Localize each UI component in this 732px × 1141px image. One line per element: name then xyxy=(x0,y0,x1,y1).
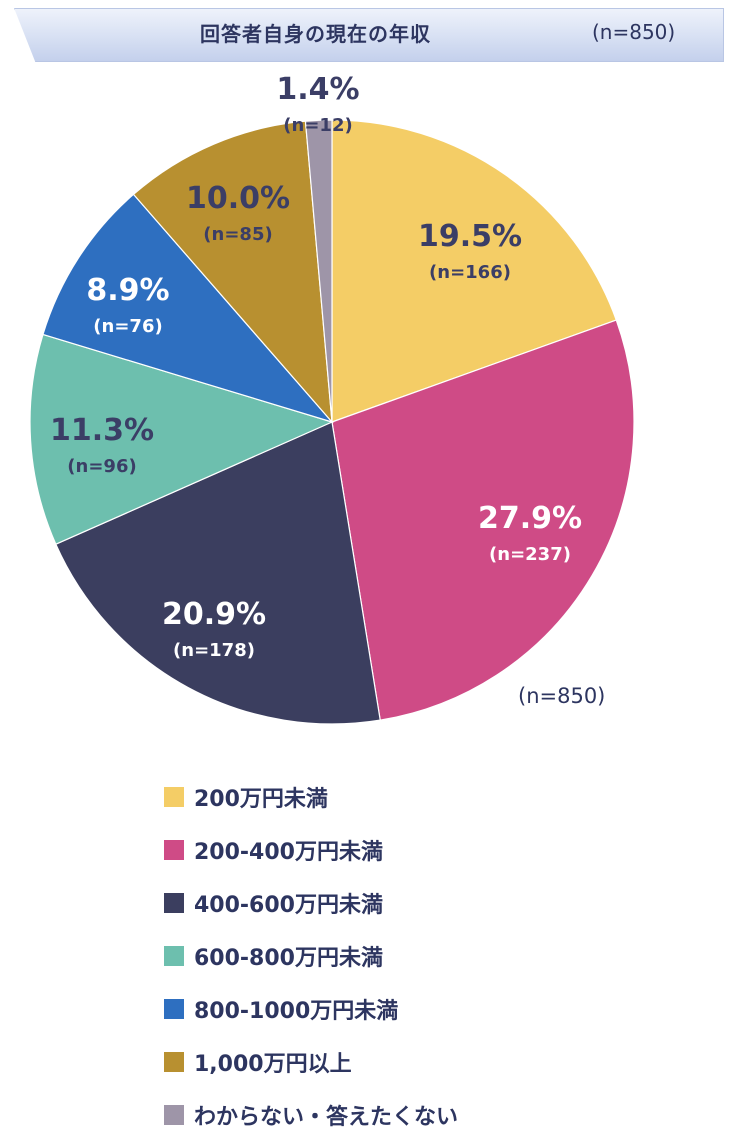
pie-slice xyxy=(29,333,334,546)
pie-slice xyxy=(304,119,333,423)
legend-label: 600-800万円未満 xyxy=(194,945,383,971)
pie-slice xyxy=(42,193,334,424)
slice-percent-label: 11.3% xyxy=(50,413,154,448)
legend-label: 400-600万円未満 xyxy=(194,892,383,918)
legend-label: わからない・答えたくない xyxy=(194,1104,459,1130)
legend-item: 800-1000万円未満 xyxy=(164,982,458,1035)
legend-label: 800-1000万円未満 xyxy=(194,998,399,1024)
slice-percent-label: 19.5% xyxy=(418,219,522,254)
legend-swatch xyxy=(164,892,184,913)
legend-label: 200-400万円未満 xyxy=(194,839,383,865)
title-sample-size: (n=850) xyxy=(592,20,676,44)
slice-count-label: (n=96) xyxy=(67,456,136,477)
legend-item: 200-400万円未満 xyxy=(164,823,458,876)
legend: 200万円未満 200-400万円未満 400-600万円未満 600-800万円未満… xyxy=(164,770,458,1141)
legend-item: 400-600万円未満 xyxy=(164,876,458,929)
chart-title: 回答者自身の現在の年収 xyxy=(200,22,431,46)
pie-slice xyxy=(132,120,333,424)
slice-count-label: (n=12) xyxy=(283,115,352,136)
legend-swatch xyxy=(164,786,184,807)
legend-item: 200万円未満 xyxy=(164,770,458,823)
legend-swatch xyxy=(164,1051,184,1072)
slice-percent-label: 8.9% xyxy=(86,273,169,308)
slice-count-label: (n=85) xyxy=(203,224,272,245)
legend-item: 600-800万円未満 xyxy=(164,929,458,982)
slice-percent-label: 27.9% xyxy=(478,501,582,536)
pie-slice xyxy=(55,421,381,725)
slice-percent-label: 1.4% xyxy=(276,72,359,107)
legend-item: 1,000万円以上 xyxy=(164,1035,458,1088)
pie-chart: 19.5% (n=166) 27.9% (n=237) 20.9% (n=178) 11.3… xyxy=(29,72,635,725)
slice-percent-label: 10.0% xyxy=(186,181,290,216)
legend-label: 1,000万円以上 xyxy=(194,1051,352,1077)
legend-swatch xyxy=(164,998,184,1019)
slice-percent-label: 20.9% xyxy=(162,597,266,632)
pie-slice xyxy=(331,319,635,721)
sample-size-note: (n=850) xyxy=(518,684,606,708)
legend-item: わからない・答えたくない xyxy=(164,1088,458,1141)
pie-slice xyxy=(331,119,618,423)
slice-count-label: (n=166) xyxy=(429,262,511,283)
slice-count-label: (n=237) xyxy=(489,544,571,565)
legend-swatch xyxy=(164,1104,184,1125)
legend-label: 200万円未満 xyxy=(194,786,328,812)
title-banner xyxy=(14,8,724,62)
slice-count-label: (n=178) xyxy=(173,640,255,661)
slice-count-label: (n=76) xyxy=(93,316,162,337)
legend-swatch xyxy=(164,839,184,860)
legend-swatch xyxy=(164,945,184,966)
